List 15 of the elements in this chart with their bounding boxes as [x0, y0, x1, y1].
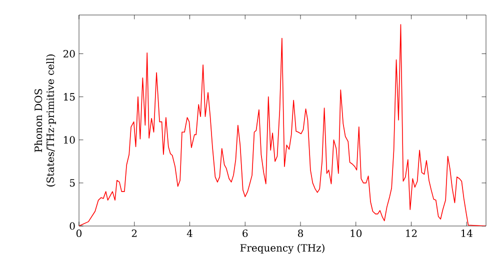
y-tick-label: 10	[64, 136, 75, 144]
y-axis-title: Phonon DOS (States/THz·primitive cell)	[34, 54, 56, 186]
y-tick-label: 15	[64, 93, 75, 101]
y-tick-label: 0	[70, 222, 75, 230]
x-tick-label: 10	[350, 230, 362, 238]
x-axis-title: Frequency (THz)	[240, 244, 324, 254]
x-tick-label: 8	[298, 230, 303, 238]
y-tick-label: 5	[70, 179, 75, 187]
y-tick-label: 20	[63, 50, 75, 58]
x-tick-label: 12	[406, 230, 417, 237]
x-tick-label: 14	[462, 230, 472, 237]
x-tick-label: 4	[186, 230, 192, 237]
x-tick-label: 0	[76, 230, 82, 238]
x-tick-label: 2	[132, 230, 137, 237]
x-tick-label: 6	[242, 230, 248, 238]
